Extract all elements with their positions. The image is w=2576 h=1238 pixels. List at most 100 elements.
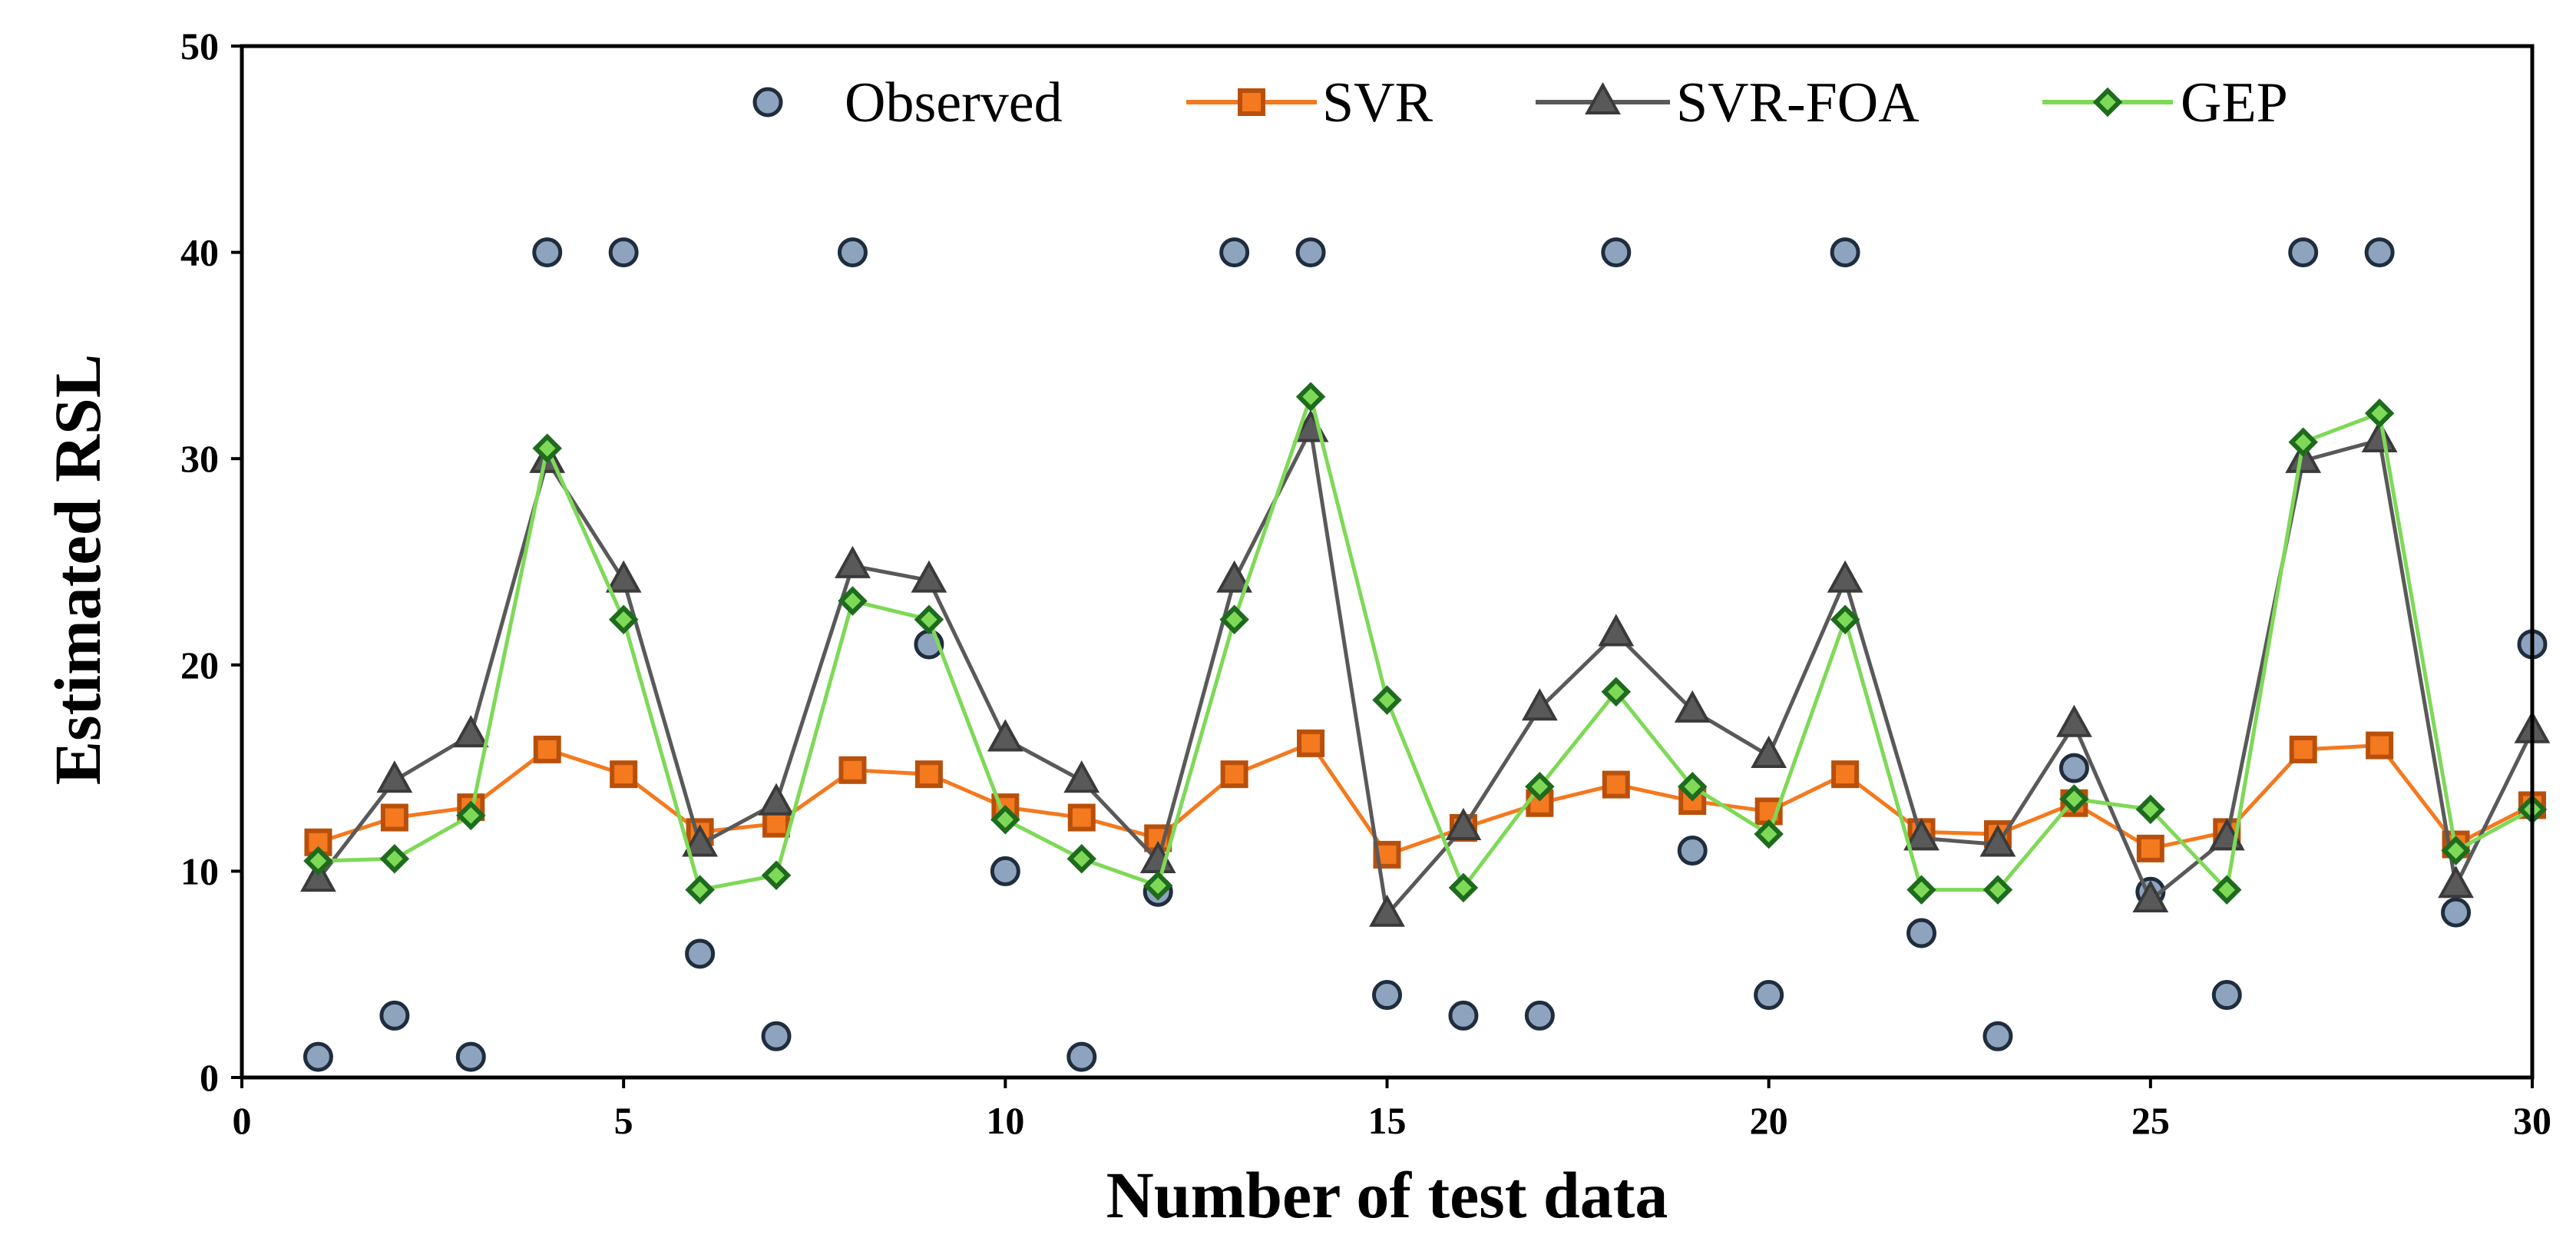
data-point-observed bbox=[1677, 836, 1708, 866]
data-point-gep bbox=[608, 604, 639, 634]
data-point-observed bbox=[532, 237, 563, 268]
legend-marker-svr-foa bbox=[1585, 81, 1621, 114]
legend-entry-gep: GEP bbox=[2042, 71, 2288, 134]
data-point-observed bbox=[1066, 1041, 1097, 1072]
data-point-gep bbox=[1295, 382, 1326, 412]
data-point-svr bbox=[762, 809, 791, 838]
data-point-svr-foa bbox=[987, 719, 1023, 752]
data-point-gep bbox=[838, 586, 868, 616]
data-point-gep bbox=[1525, 772, 1555, 802]
y-tick-label: 50 bbox=[180, 25, 219, 68]
data-point-observed bbox=[837, 237, 868, 268]
data-point-gep bbox=[1601, 677, 1632, 707]
data-point-svr bbox=[1602, 770, 1630, 799]
data-point-gep bbox=[2059, 784, 2089, 814]
legend-label-svr-foa: SVR-FOA bbox=[1676, 71, 1920, 134]
x-axis-title: Number of test data bbox=[1106, 1158, 1668, 1232]
data-point-observed bbox=[1295, 237, 1326, 268]
x-tick-label: 10 bbox=[986, 1099, 1024, 1142]
data-point-svr bbox=[2366, 731, 2394, 760]
data-point-svr-foa bbox=[2361, 419, 2398, 453]
data-point-observed bbox=[2058, 753, 2089, 783]
data-point-gep bbox=[1982, 875, 2013, 905]
data-point-gep bbox=[1830, 604, 1860, 634]
data-point-observed bbox=[1448, 1000, 1479, 1031]
data-point-gep bbox=[303, 846, 333, 876]
data-point-observed bbox=[685, 938, 716, 969]
x-tick-label: 15 bbox=[1368, 1099, 1407, 1142]
data-point-observed bbox=[455, 1041, 486, 1072]
data-point-svr-foa bbox=[300, 859, 336, 892]
data-point-gep bbox=[2364, 398, 2395, 429]
data-point-svr-foa bbox=[1063, 760, 1100, 793]
data-point-svr-foa bbox=[452, 715, 489, 748]
data-point-svr-foa bbox=[1827, 560, 1863, 593]
data-point-observed bbox=[2211, 980, 2242, 1011]
data-point-svr bbox=[533, 735, 561, 763]
data-point-svr-foa bbox=[2438, 866, 2474, 899]
data-point-observed bbox=[1982, 1021, 2013, 1051]
data-point-gep bbox=[1143, 870, 1173, 901]
y-axis-title: Estimated RSL bbox=[41, 354, 114, 785]
data-point-svr bbox=[1067, 803, 1096, 832]
data-point-observed bbox=[1524, 1000, 1555, 1031]
data-point-svr-foa bbox=[1216, 560, 1253, 593]
data-point-svr-foa bbox=[2132, 879, 2169, 913]
legend-marker-gep bbox=[2092, 87, 2123, 118]
data-point-gep bbox=[1372, 685, 1402, 715]
data-point-svr bbox=[2289, 735, 2317, 763]
data-point-gep bbox=[1219, 604, 1249, 634]
data-point-gep bbox=[1448, 872, 1479, 903]
data-point-svr bbox=[380, 803, 408, 832]
data-point-gep bbox=[1066, 844, 1097, 874]
series-observed bbox=[303, 237, 2548, 1072]
data-point-svr-foa bbox=[376, 760, 413, 793]
data-point-observed bbox=[1372, 980, 1402, 1011]
axes: 0 5 10 15 20 25 30 0 10 20 30 40 50 bbox=[180, 25, 2551, 1142]
data-point-svr-foa bbox=[1979, 824, 2016, 857]
data-point-observed bbox=[1830, 237, 1860, 268]
legend-entry-observed: Observed bbox=[752, 71, 1063, 134]
x-tick-label: 30 bbox=[2513, 1099, 2551, 1142]
data-point-observed bbox=[2364, 237, 2395, 268]
data-point-svr-foa bbox=[605, 560, 642, 593]
series-line-gep bbox=[318, 395, 2534, 892]
y-tick-label: 30 bbox=[180, 437, 219, 480]
data-point-svr bbox=[2136, 834, 2164, 862]
legend-entry-svr: SVR bbox=[1186, 71, 1433, 134]
data-point-observed bbox=[1601, 237, 1632, 268]
data-point-observed bbox=[1754, 980, 1784, 1011]
data-point-svr-foa bbox=[1903, 818, 1939, 851]
data-point-observed bbox=[303, 1041, 333, 1072]
data-point-svr-foa bbox=[1369, 894, 1405, 927]
data-point-gep bbox=[2441, 836, 2471, 866]
data-point-svr-foa bbox=[911, 560, 947, 593]
data-point-observed bbox=[379, 1000, 410, 1031]
data-point-observed bbox=[608, 237, 639, 268]
data-point-observed bbox=[990, 856, 1020, 886]
y-tick-label: 20 bbox=[180, 644, 219, 687]
data-point-observed bbox=[761, 1021, 792, 1051]
legend-entry-svr-foa: SVR-FOA bbox=[1536, 71, 1920, 134]
series-gep bbox=[303, 382, 2548, 905]
legend-marker-observed bbox=[752, 87, 783, 118]
y-tick-label: 10 bbox=[180, 849, 219, 892]
y-tick-label: 0 bbox=[200, 1056, 219, 1099]
data-point-observed bbox=[1906, 918, 1937, 948]
data-point-observed bbox=[1219, 237, 1250, 268]
data-point-svr bbox=[914, 760, 943, 789]
data-point-gep bbox=[2288, 427, 2318, 457]
data-point-svr-foa bbox=[1598, 614, 1635, 647]
series-line-svr-foa bbox=[316, 428, 2535, 917]
data-point-gep bbox=[456, 800, 486, 831]
data-point-svr bbox=[1297, 729, 1325, 757]
data-point-gep bbox=[2212, 875, 2242, 905]
x-tick-label: 0 bbox=[233, 1099, 252, 1142]
data-point-gep bbox=[532, 433, 562, 464]
data-point-svr bbox=[1831, 760, 1860, 789]
legend-label-observed: Observed bbox=[845, 71, 1063, 134]
data-point-svr-foa bbox=[758, 783, 795, 816]
data-point-svr-foa bbox=[1751, 735, 1787, 768]
x-tick-label: 20 bbox=[1750, 1099, 1788, 1142]
